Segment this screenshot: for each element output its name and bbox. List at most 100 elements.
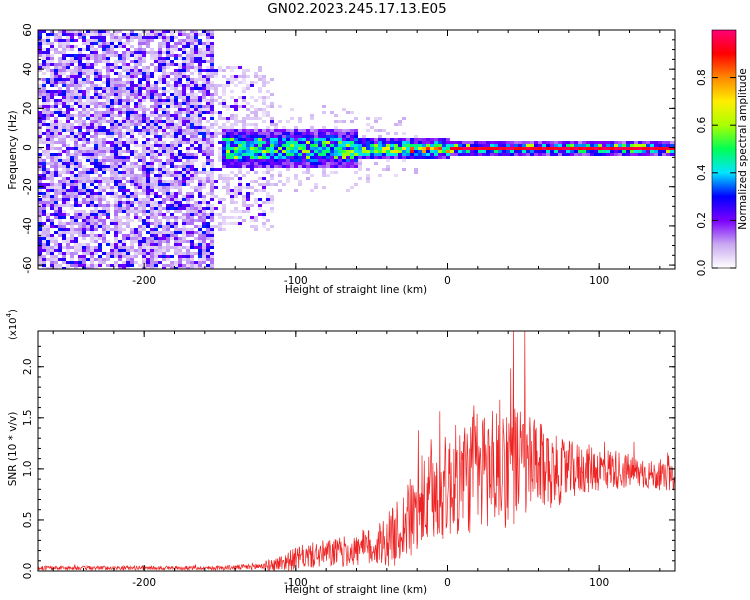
spectrogram-cell xyxy=(634,150,638,153)
spectrogram-cell xyxy=(162,267,166,269)
spectrogram-cell xyxy=(70,216,74,219)
spectrogram-cell xyxy=(110,153,114,156)
spectrogram-cell xyxy=(42,114,46,117)
spectrogram-cell xyxy=(146,255,150,258)
spectrogram-cell xyxy=(174,165,178,168)
spectrogram-cell xyxy=(122,228,126,231)
spectrogram-cell xyxy=(610,150,614,153)
spectrogram-cell xyxy=(118,42,122,45)
spectrogram-cell xyxy=(46,204,50,207)
spectrogram-cell xyxy=(74,216,78,219)
spectrogram-cell xyxy=(82,198,86,201)
spectrogram-cell xyxy=(286,135,290,138)
spectrogram-cell xyxy=(110,171,114,174)
spectrogram-cell xyxy=(94,114,98,117)
spectrogram-cell xyxy=(162,180,166,183)
spectrogram-cell xyxy=(458,153,462,156)
spectrogram-cell xyxy=(158,81,162,84)
spectrogram-xlabel: Height of straight line (km) xyxy=(285,284,427,296)
spectrogram-cell xyxy=(314,159,318,162)
spectrogram-cell xyxy=(94,78,98,81)
spectrogram-x-tick-label: -200 xyxy=(132,275,156,287)
spectrogram-cell xyxy=(666,141,670,144)
spectrogram-cell xyxy=(62,225,66,228)
spectrogram-cell xyxy=(42,63,46,66)
spectrogram-cell xyxy=(338,120,342,123)
spectrogram-cell xyxy=(210,75,214,78)
spectrogram-cell xyxy=(230,159,234,162)
spectrogram-cell xyxy=(190,243,194,246)
spectrogram-cell xyxy=(42,60,46,63)
spectrogram-cell xyxy=(118,180,122,183)
spectrogram-cell xyxy=(186,258,190,261)
spectrogram-cell xyxy=(222,138,226,141)
spectrogram-cell xyxy=(46,33,50,36)
spectrogram-cell xyxy=(74,108,78,111)
spectrogram-cell xyxy=(450,141,454,144)
spectrogram-cell xyxy=(338,138,342,141)
spectrogram-cell xyxy=(174,210,178,213)
spectrogram-cell xyxy=(106,51,110,54)
spectrogram-cell xyxy=(42,177,46,180)
spectrogram-cell xyxy=(210,135,214,138)
spectrogram-cell xyxy=(186,99,190,102)
spectrogram-cell xyxy=(338,162,342,165)
spectrogram-cell xyxy=(298,141,302,144)
spectrogram-cell xyxy=(190,138,194,141)
spectrogram-cell xyxy=(78,30,82,33)
spectrogram-cell xyxy=(146,30,150,33)
spectrogram-cell xyxy=(598,141,602,144)
spectrogram-cell xyxy=(206,252,210,255)
spectrogram-cell xyxy=(158,54,162,57)
spectrogram-cell xyxy=(230,201,234,204)
spectrogram-cell xyxy=(162,51,166,54)
spectrogram-cell xyxy=(234,102,238,105)
spectrogram-cell xyxy=(190,246,194,249)
spectrogram-cell xyxy=(74,93,78,96)
spectrogram-cell xyxy=(146,39,150,42)
spectrogram-cell xyxy=(198,54,202,57)
spectrogram-cell xyxy=(414,135,418,138)
spectrogram-cell xyxy=(230,96,234,99)
spectrogram-cell xyxy=(178,90,182,93)
spectrogram-cell xyxy=(142,222,146,225)
spectrogram-cell xyxy=(258,213,262,216)
spectrogram-cell xyxy=(206,216,210,219)
spectrogram-cell xyxy=(106,93,110,96)
spectrogram-cell xyxy=(298,162,302,165)
spectrogram-cell xyxy=(370,138,374,141)
spectrogram-cell xyxy=(450,147,454,150)
spectrogram-cell xyxy=(310,138,314,141)
spectrogram-cell xyxy=(66,153,70,156)
spectrogram-cell xyxy=(390,138,394,141)
spectrogram-cell xyxy=(82,246,86,249)
spectrogram-cell xyxy=(38,90,42,93)
spectrogram-cell xyxy=(618,147,622,150)
spectrogram-cell xyxy=(530,141,534,144)
spectrogram-cell xyxy=(258,78,262,81)
spectrogram-cell xyxy=(170,36,174,39)
spectrogram-cell xyxy=(134,105,138,108)
spectrogram-cell xyxy=(126,105,130,108)
spectrogram-cell xyxy=(158,99,162,102)
spectrogram-cell xyxy=(234,201,238,204)
spectrogram-cell xyxy=(66,189,70,192)
spectrogram-cell xyxy=(186,108,190,111)
spectrogram-cell xyxy=(406,156,410,159)
spectrogram-cell xyxy=(406,147,410,150)
spectrogram-cell xyxy=(398,153,402,156)
spectrogram-cell xyxy=(118,141,122,144)
spectrogram-cell xyxy=(450,153,454,156)
spectrogram-cell xyxy=(66,237,70,240)
spectrogram-cell xyxy=(166,195,170,198)
spectrogram-cell xyxy=(210,195,214,198)
spectrogram-cell xyxy=(238,168,242,171)
spectrogram-cell xyxy=(166,81,170,84)
spectrogram-cell xyxy=(122,159,126,162)
spectrogram-cell xyxy=(62,162,66,165)
spectrogram-cell xyxy=(70,30,74,33)
spectrogram-cell xyxy=(186,165,190,168)
spectrogram-cell xyxy=(286,144,290,147)
spectrogram-cell xyxy=(546,147,550,150)
spectrogram-cell xyxy=(118,93,122,96)
